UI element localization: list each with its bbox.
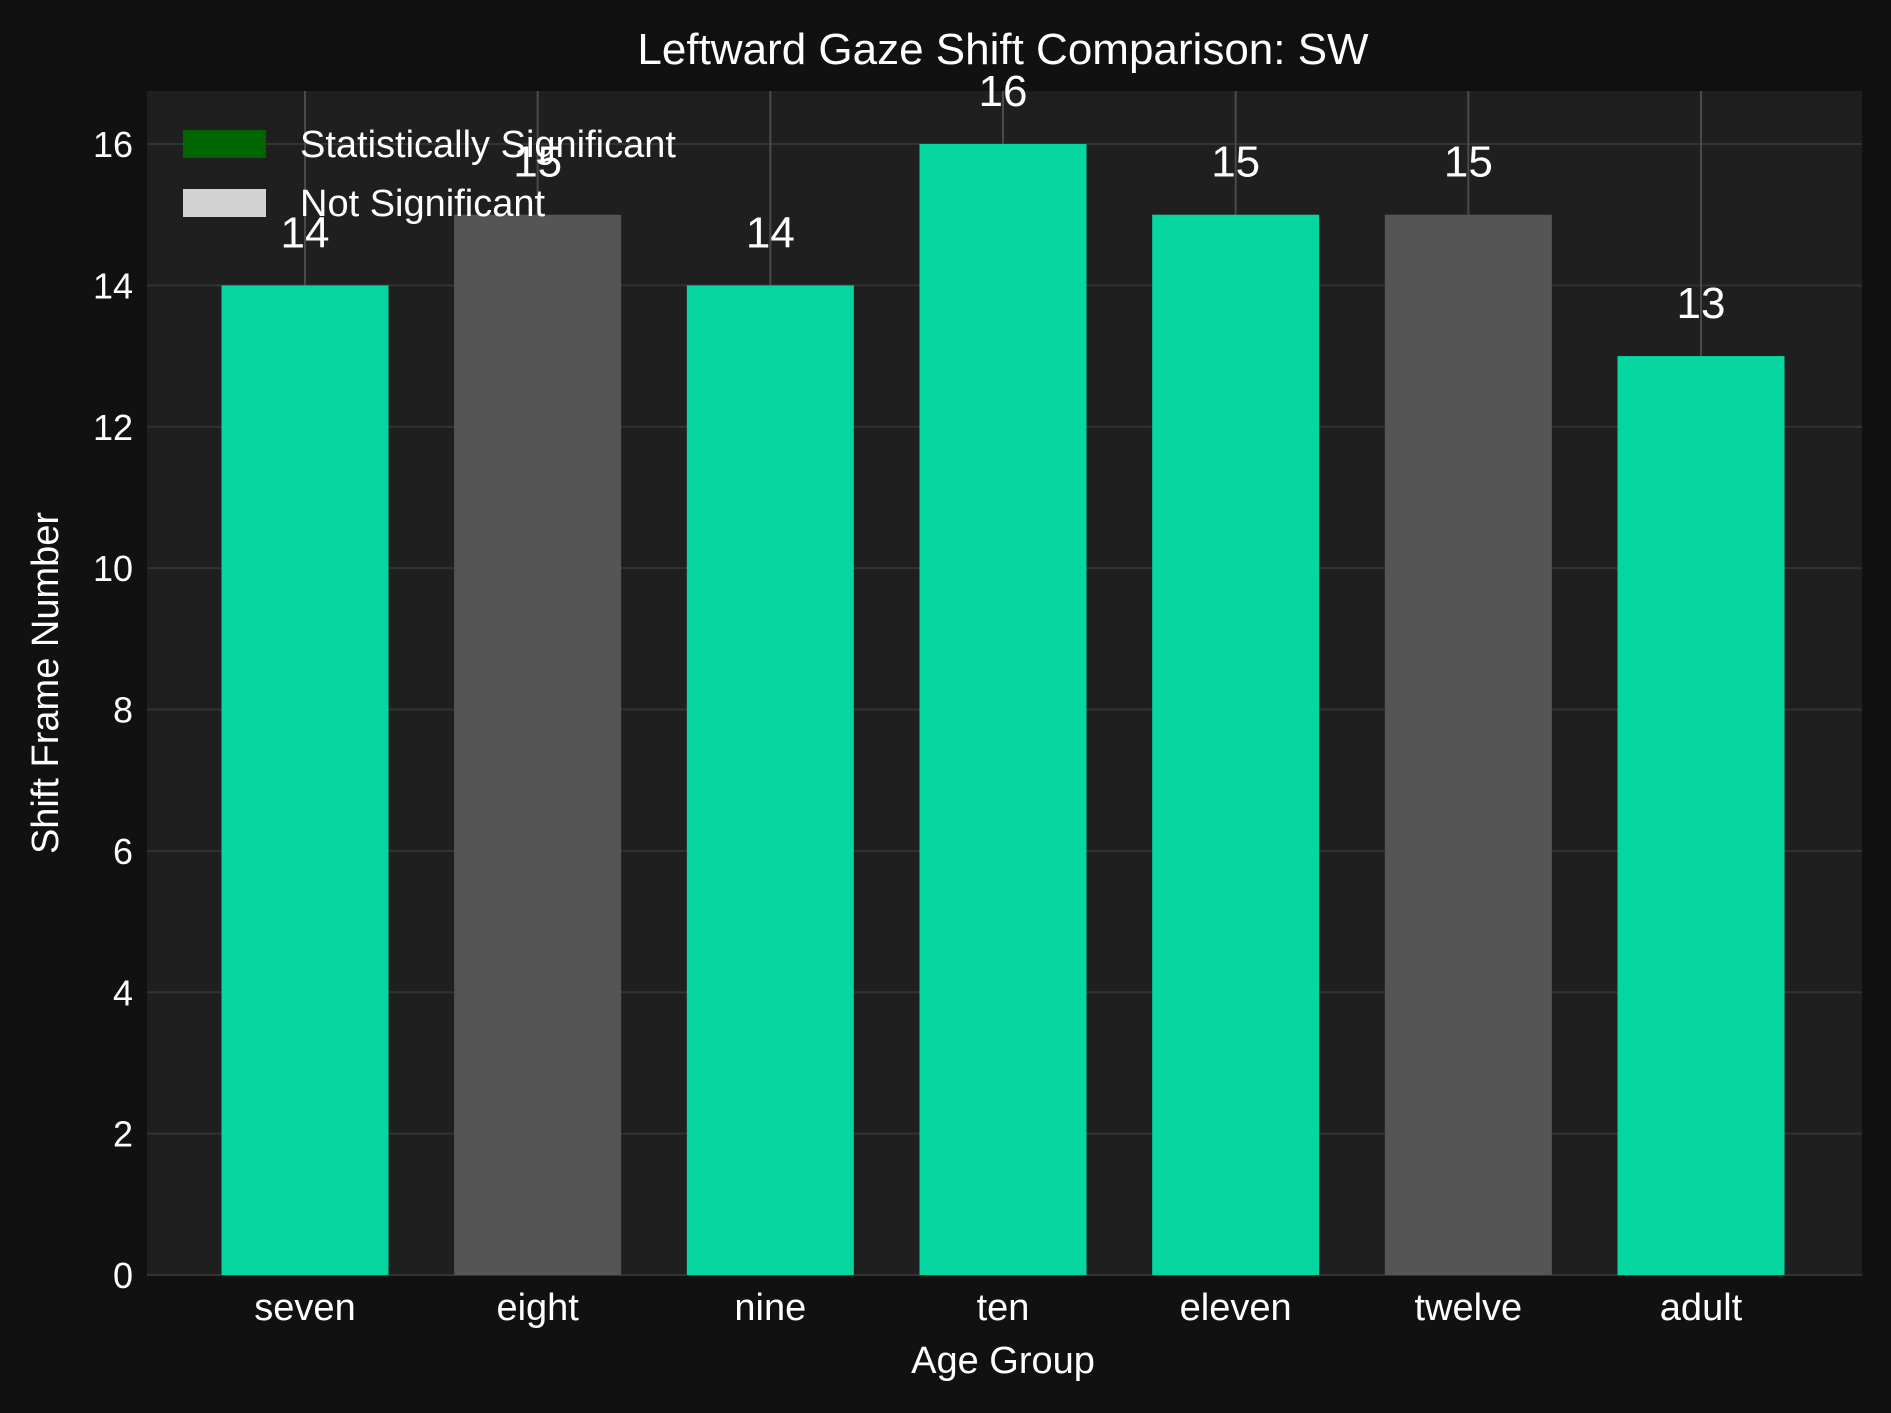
y-tick-label: 10	[93, 548, 133, 589]
legend-label-significant: Statistically Significant	[300, 124, 676, 166]
value-label-eight: 15	[513, 138, 562, 187]
value-label-nine: 14	[746, 208, 795, 257]
x-tick-label-twelve: twelve	[1414, 1287, 1522, 1329]
y-tick-label: 16	[93, 124, 133, 165]
legend-swatch-not-significant	[183, 189, 266, 217]
y-axis-ticks: 0 2 4 6 8 10 12 14 16	[93, 124, 133, 1296]
y-tick-label: 4	[113, 972, 133, 1013]
value-label-seven: 14	[281, 208, 330, 257]
x-tick-label-eight: eight	[496, 1287, 579, 1329]
x-tick-label-adult: adult	[1660, 1287, 1743, 1329]
y-tick-label: 0	[113, 1255, 133, 1296]
x-tick-label-eleven: eleven	[1180, 1287, 1292, 1329]
legend-swatch-significant	[183, 130, 266, 158]
y-axis-label: Shift Frame Number	[25, 512, 67, 854]
bar-eight	[454, 214, 622, 1275]
legend: Statistically Significant Not Significan…	[183, 124, 676, 225]
y-tick-label: 2	[113, 1114, 133, 1155]
bar-twelve	[1384, 214, 1552, 1275]
x-axis-label: Age Group	[911, 1340, 1095, 1382]
value-label-twelve: 15	[1444, 138, 1493, 187]
x-tick-label-nine: nine	[734, 1287, 806, 1329]
y-tick-label: 12	[93, 407, 133, 448]
value-labels: 14 15 14 16 15 15 13	[281, 67, 1726, 328]
bar-seven	[221, 285, 389, 1275]
bar-adult	[1617, 356, 1785, 1276]
chart-title: Leftward Gaze Shift Comparison: SW	[637, 25, 1369, 74]
legend-label-not-significant: Not Significant	[300, 183, 545, 225]
value-label-adult: 13	[1677, 279, 1726, 328]
y-tick-label: 6	[113, 831, 133, 872]
value-label-eleven: 15	[1211, 138, 1260, 187]
bar-eleven	[1152, 214, 1320, 1275]
bar-ten	[919, 144, 1087, 1276]
bars	[221, 144, 1785, 1276]
y-tick-label: 8	[113, 690, 133, 731]
y-tick-label: 14	[93, 265, 133, 306]
bar-nine	[686, 285, 854, 1275]
x-tick-label-seven: seven	[254, 1287, 355, 1329]
x-tick-label-ten: ten	[977, 1287, 1030, 1329]
value-label-ten: 16	[979, 67, 1028, 116]
x-axis-ticks: seven eight nine ten eleven twelve adult	[254, 1287, 1742, 1329]
